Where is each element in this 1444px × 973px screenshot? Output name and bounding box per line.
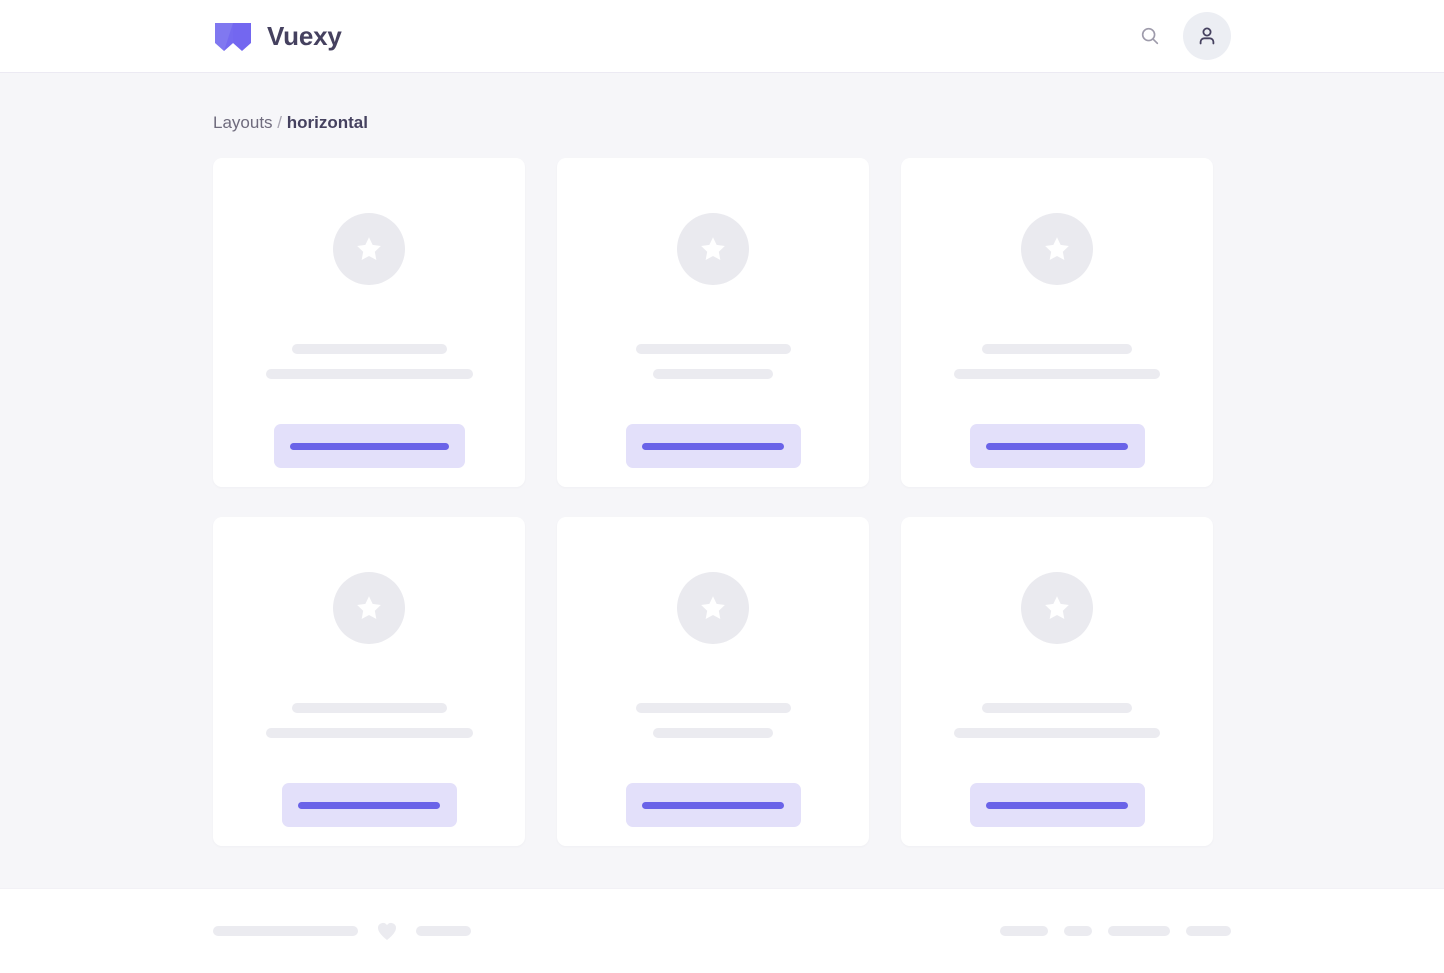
- card-line-bottom: [653, 728, 773, 739]
- brand-name: Vuexy: [267, 21, 342, 51]
- card-action-bar: [642, 442, 784, 450]
- main-content: Layouts / horizontal: [0, 73, 1444, 888]
- user-avatar-icon: [1199, 27, 1215, 45]
- footer-link-bar[interactable]: [1186, 926, 1231, 936]
- app-footer: [0, 888, 1444, 973]
- placeholder-card[interactable]: [557, 158, 869, 488]
- card-line-bottom: [265, 728, 473, 739]
- card-avatar: [677, 572, 749, 645]
- card-avatar: [333, 572, 405, 645]
- card-action-button[interactable]: [625, 424, 801, 469]
- card-line-top: [291, 344, 447, 355]
- card-line-top: [982, 703, 1132, 714]
- placeholder-card[interactable]: [901, 158, 1213, 488]
- card-avatar: [1021, 213, 1093, 286]
- card-line-top: [982, 344, 1132, 355]
- card-avatar: [677, 213, 749, 286]
- star-icon: [701, 596, 725, 620]
- star-icon: [1045, 237, 1069, 261]
- placeholder-card[interactable]: [901, 517, 1213, 847]
- breadcrumb-current: horizontal: [286, 113, 368, 132]
- vuexy-v-logo-icon: [215, 23, 251, 51]
- app-header: Vuexy: [0, 0, 1444, 73]
- footer-link-bar[interactable]: [1000, 926, 1048, 936]
- brand-logo-link[interactable]: Vuexy: [213, 21, 342, 51]
- card-action-button[interactable]: [625, 783, 801, 828]
- footer-right-group: [1000, 926, 1231, 936]
- user-avatar-button[interactable]: [1183, 12, 1231, 60]
- placeholder-card[interactable]: [213, 158, 525, 488]
- star-icon: [701, 237, 725, 261]
- placeholder-card[interactable]: [213, 517, 525, 847]
- breadcrumb-separator: /: [277, 113, 283, 132]
- footer-placeholder-bar: [213, 926, 358, 936]
- breadcrumb: Layouts / horizontal: [213, 73, 1231, 134]
- card-line-top: [635, 344, 791, 355]
- card-grid: [213, 158, 1231, 847]
- card-action-bar: [986, 442, 1128, 450]
- card-line-bottom: [653, 369, 773, 380]
- star-icon: [357, 237, 381, 261]
- card-action-bar: [289, 442, 449, 450]
- footer-placeholder-bar: [416, 926, 471, 936]
- card-action-button[interactable]: [281, 783, 457, 828]
- card-line-bottom: [954, 728, 1160, 739]
- card-line-bottom: [265, 369, 473, 380]
- placeholder-card[interactable]: [557, 517, 869, 847]
- card-action-bar: [642, 801, 784, 809]
- star-icon: [357, 596, 381, 620]
- card-action-button[interactable]: [273, 424, 465, 469]
- card-line-bottom: [954, 369, 1160, 380]
- card-action-button[interactable]: [969, 783, 1145, 828]
- card-line-top: [291, 703, 447, 714]
- breadcrumb-parent[interactable]: Layouts: [213, 113, 273, 132]
- footer-left-group: [213, 919, 471, 943]
- search-button[interactable]: [1136, 22, 1164, 50]
- card-action-bar: [986, 801, 1128, 809]
- heart-icon: [377, 922, 397, 940]
- search-icon: [1141, 27, 1159, 45]
- card-avatar: [333, 213, 405, 286]
- card-avatar: [1021, 572, 1093, 645]
- card-action-bar: [298, 801, 440, 809]
- header-actions: [1136, 12, 1231, 60]
- footer-link-bar[interactable]: [1108, 926, 1170, 936]
- card-line-top: [635, 703, 791, 714]
- card-action-button[interactable]: [969, 424, 1145, 469]
- footer-link-bar[interactable]: [1064, 926, 1092, 936]
- star-icon: [1045, 596, 1069, 620]
